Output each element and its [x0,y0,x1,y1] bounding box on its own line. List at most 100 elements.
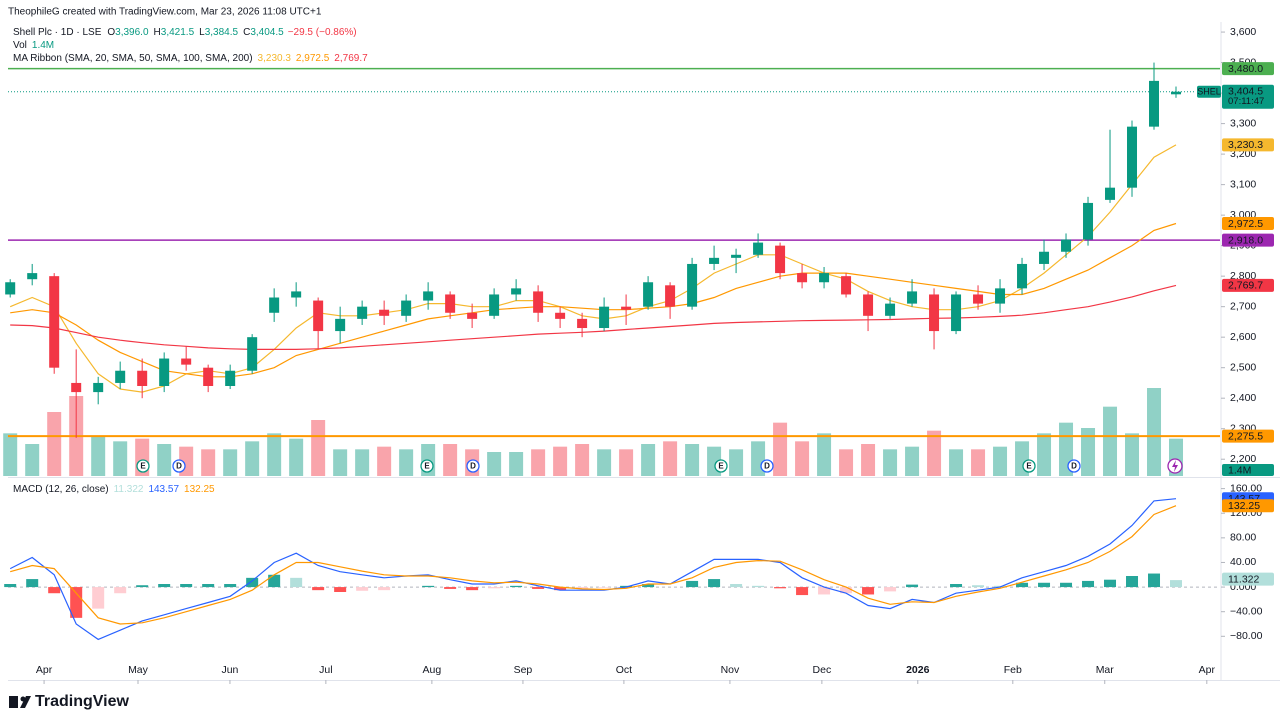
histogram-bar [1170,580,1183,588]
volume-bar [597,449,612,476]
x-tick-label: Jun [221,664,238,676]
volume-bar [443,444,458,476]
candle-body [1171,91,1182,95]
axis-badge [1222,138,1274,152]
event-label: D [176,462,182,471]
volume-bar [377,446,392,476]
ribbon-value: 2,972.5 [296,53,330,64]
histogram-bar [862,587,875,595]
histogram-bar [224,584,237,588]
y-tick-label: −40.00 [1230,605,1263,617]
candle-body [1127,126,1138,188]
event-marker [1067,459,1081,473]
histogram-bar [92,587,105,609]
candle-body [445,294,456,313]
moving-average [10,284,1177,350]
histogram-bar [488,587,501,589]
axis-badge-label: 1.4M [1228,464,1251,476]
histogram-bar [114,587,127,594]
volume-bar [487,452,502,476]
candle-body [797,273,808,283]
event-label: E [1026,462,1032,471]
x-tick-label: Apr [1199,664,1216,676]
ribbon-value: 2,769.7 [334,53,368,64]
histogram-bar [906,584,919,588]
event-label: D [470,462,476,471]
candle-body [93,382,104,393]
volume-bar [619,449,634,476]
histogram-bar [620,585,633,588]
axis-badge [1222,62,1274,76]
volume-bar [333,449,348,476]
ohlc-key: H [154,27,161,38]
candle-body [225,370,236,386]
volume-bar [817,433,832,476]
volume-bar [223,449,238,476]
volume-bar [1081,428,1096,476]
ohlc-value: 3,384.5 [205,27,239,38]
symbol-label: SHEL [1197,87,1221,97]
volume-bar [839,449,854,476]
brand: TradingView [35,693,130,710]
axis-badge [1222,84,1274,109]
y-tick-label: 3,300 [1230,117,1256,129]
event-marker [760,459,774,473]
candle-body [115,370,126,383]
volume-bar [245,441,260,476]
axis-badge [1222,217,1274,231]
candle-body [467,312,478,319]
volume-bar [883,449,898,476]
countdown: 07:11:47 [1228,96,1264,107]
ohlc-value: 3,404.5 [250,27,284,38]
macd-name: MACD (12, 26, close) [13,484,109,495]
histogram-bar [356,587,369,591]
histogram-bar [48,587,61,594]
volume-bar [685,444,700,476]
y-tick-label: −80.00 [1230,630,1263,642]
candle-body [665,285,676,307]
marks: 3,6003,5003,4003,3003,2003,1003,0002,900… [3,26,1274,684]
x-tick-label: Mar [1096,664,1115,676]
histogram-bar [796,587,809,596]
axis-badge [1222,233,1274,247]
candle-body [159,358,170,386]
candle-body [49,276,60,368]
volume-bar [1147,388,1162,476]
x-tick-label: Jul [319,664,332,676]
volume-bar [949,449,964,476]
volume-bar [157,444,172,476]
axis-badge-label: 2,769.7 [1228,280,1263,292]
volume-bar [641,444,656,476]
candle-body [555,312,566,319]
histogram-bar [158,584,171,588]
volume-bar [531,449,546,476]
y-tick-label: 40.00 [1230,556,1256,568]
volume-bar [91,436,106,476]
axis-badge [1222,278,1274,292]
axis-badge-label: 132.25 [1228,500,1260,512]
candle-body [973,294,984,304]
histogram-bar [334,587,347,592]
y-tick-label: 80.00 [1230,532,1256,544]
histogram-bar [1060,582,1073,588]
candle-body [643,282,654,307]
title: Shell Plc · 1D · LSE [13,27,102,38]
y-tick-label: 2,400 [1230,392,1256,404]
event-icon [1172,460,1178,472]
event-marker [714,459,728,473]
event-marker [172,459,186,473]
histogram-bar [70,587,83,618]
candle-body [885,303,896,316]
histogram-bar [818,587,831,595]
x-tick-label: Aug [423,664,442,676]
event-marker [420,459,434,473]
candle-body [577,318,588,329]
axis-badge [1222,464,1274,476]
candle-body [951,294,962,332]
candle-body [357,306,368,319]
histogram-bar [466,587,479,591]
candle-body [203,367,214,386]
volume-bar [927,430,942,476]
